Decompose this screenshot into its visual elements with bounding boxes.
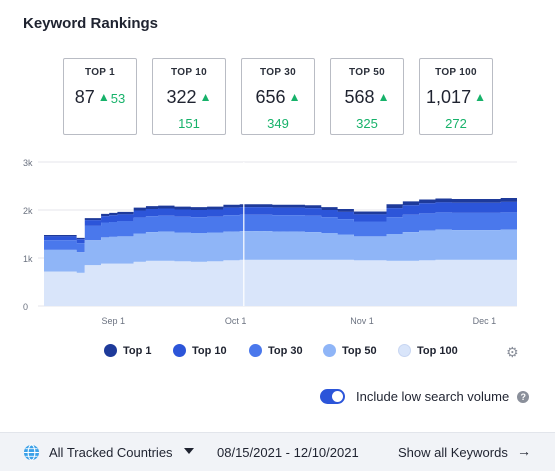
stat-value: 322 ▲ xyxy=(166,87,212,107)
stat-label: TOP 100 xyxy=(435,67,477,78)
legend-swatch xyxy=(104,344,117,357)
up-arrow-icon: ▲ xyxy=(199,90,212,104)
stat-label: TOP 1 xyxy=(84,67,116,78)
up-arrow-icon: ▲ xyxy=(377,90,390,104)
toggle-label: Include low search volume xyxy=(356,389,510,404)
help-icon[interactable]: ? xyxy=(517,390,530,403)
legend-swatch xyxy=(398,344,411,357)
legend-item-top-50[interactable]: Top 50 xyxy=(323,344,377,357)
stat-change: 53 xyxy=(110,91,126,106)
stat-card-top-100[interactable]: TOP 100 1,017 ▲ 272 xyxy=(419,58,493,135)
legend-swatch xyxy=(173,344,186,357)
low-volume-toggle[interactable] xyxy=(320,389,345,404)
area-series-top-1 xyxy=(44,193,517,240)
legend-item-top-30[interactable]: Top 30 xyxy=(249,344,303,357)
stat-label: TOP 30 xyxy=(260,67,296,78)
show-all-keywords-link[interactable]: Show all Keywords xyxy=(398,445,508,460)
stat-card-top-50[interactable]: TOP 50 568 ▲ 325 xyxy=(330,58,404,135)
x-tick-label: Oct 1 xyxy=(225,316,247,326)
y-tick-label: 2k xyxy=(23,206,33,216)
gear-icon[interactable]: ⚙ xyxy=(506,344,519,360)
country-selector[interactable]: All Tracked Countries xyxy=(49,445,173,460)
stat-change: 151 xyxy=(178,116,200,131)
stat-change: 349 xyxy=(267,116,289,131)
stat-value: 1,017 ▲ xyxy=(426,87,486,107)
chevron-down-icon[interactable] xyxy=(184,448,194,454)
y-tick-label: 1k xyxy=(23,254,33,264)
x-tick-label: Dec 1 xyxy=(473,316,497,326)
stat-card-top-30[interactable]: TOP 30 656 ▲ 349 xyxy=(241,58,315,135)
legend-swatch xyxy=(323,344,336,357)
stat-label: TOP 50 xyxy=(349,67,385,78)
y-tick-label: 0 xyxy=(23,302,28,312)
stat-label: TOP 10 xyxy=(171,67,207,78)
arrow-right-icon[interactable]: → xyxy=(517,443,531,459)
stat-change: 272 xyxy=(445,116,467,131)
low-volume-toggle-row: Include low search volume ? xyxy=(320,389,530,404)
widget-title: Keyword Rankings xyxy=(23,15,159,32)
stat-card-top-10[interactable]: TOP 10 322 ▲ 151 xyxy=(152,58,226,135)
legend-item-top-10[interactable]: Top 10 xyxy=(173,344,227,357)
stat-value: 656 ▲ xyxy=(255,87,301,107)
stat-value: 87 ▲53 xyxy=(74,87,126,107)
up-arrow-icon: ▲ xyxy=(288,90,301,104)
area-series-top-10 xyxy=(44,198,517,244)
up-arrow-icon: ▲ xyxy=(97,90,110,104)
area-series-top-100 xyxy=(44,258,517,306)
legend-item-top-1[interactable]: Top 1 xyxy=(104,344,152,357)
stat-change: 325 xyxy=(356,116,378,131)
stat-card-top-1[interactable]: TOP 1 87 ▲53 xyxy=(63,58,137,135)
x-tick-label: Nov 1 xyxy=(350,316,374,326)
y-tick-label: 3k xyxy=(23,158,33,168)
legend-swatch xyxy=(249,344,262,357)
up-arrow-icon: ▲ xyxy=(474,90,486,104)
area-series-top-30 xyxy=(44,210,517,253)
stat-value: 568 ▲ xyxy=(344,87,390,107)
x-tick-label: Sep 1 xyxy=(102,316,126,326)
globe-icon xyxy=(23,444,40,461)
legend-item-top-100[interactable]: Top 100 xyxy=(398,344,458,357)
area-series-top-50 xyxy=(44,228,517,273)
footer-bar: All Tracked Countries 08/15/2021 - 12/10… xyxy=(0,432,555,471)
date-range[interactable]: 08/15/2021 - 12/10/2021 xyxy=(217,445,359,460)
